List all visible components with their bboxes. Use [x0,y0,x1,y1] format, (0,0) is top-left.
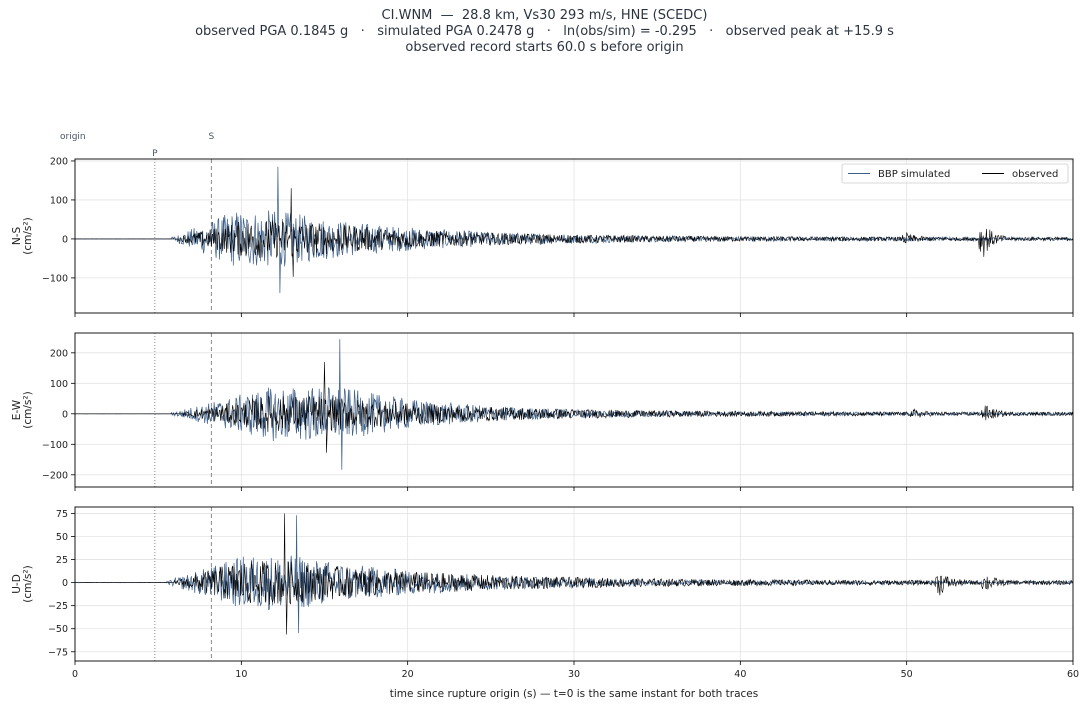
y-tick-label: 0 [62,409,68,420]
marker-label-p: P [152,149,158,159]
series-line-observed [75,361,1073,453]
series-line-observed [75,513,1073,635]
marker-label-s: S [209,132,215,142]
y-axis-label: U-D(cm/s²) [11,565,34,602]
y-tick-label: 50 [56,532,68,543]
legend: BBP simulated observed [841,163,1069,184]
series-line-simulated [75,166,1073,294]
y-tick-label: −25 [48,601,68,612]
panel-n-s: −100 0 100 200 N-S(cm/s²) BBP simulated observ… [11,156,1074,317]
x-tick-label: 30 [568,669,580,680]
x-tick-label: 50 [901,669,913,680]
x-tick-label: 20 [402,669,414,680]
chart-title: CI.WNM — 28.8 km, Vs30 293 m/s, HNE (SCE… [0,8,1089,56]
y-axis-label: N-S(cm/s²) [11,217,34,254]
marker-label-origin: origin [60,132,86,142]
title-line-3: observed record starts 60.0 s before ori… [405,40,684,55]
x-tick-label: 40 [734,669,746,680]
y-tick-label: −50 [48,624,68,635]
y-tick-label: −200 [42,470,68,481]
y-tick-label: 0 [62,234,68,245]
panel-e-w: −200 −100 0 100 200 E-W(cm/s²) [11,332,1074,491]
y-tick-label: 75 [56,509,68,520]
y-axis-label: E-W(cm/s²) [11,391,34,428]
y-tick-label: −100 [42,440,68,451]
y-tick-label: 200 [50,348,68,359]
y-tick-label: 0 [62,578,68,589]
y-tick-label: 25 [56,555,68,566]
y-tick-label: 200 [50,156,68,167]
legend-box [841,163,1069,184]
y-tick-label: 100 [50,379,68,390]
x-tick-label: 60 [1067,669,1079,680]
x-axis-label: time since rupture origin (s) — t=0 is t… [390,688,758,700]
series-line-observed [75,188,1073,277]
x-tick-label: 0 [72,669,78,680]
title-line-2: observed PGA 0.1845 g · simulated PGA 0.… [195,24,894,39]
legend-label-observed: observed [1012,169,1058,180]
y-tick-label: −75 [48,647,68,658]
x-tick-label: 10 [235,669,247,680]
y-tick-label: 100 [50,195,68,206]
y-tick-label: −100 [42,273,68,284]
panel-u-d: −75 −50 −25 0 25 50 75 0 10 20 30 40 50 60 U-D(cm/s²) [11,506,1079,680]
legend-label-simulated: BBP simulated [878,169,950,180]
title-line-1: CI.WNM — 28.8 km, Vs30 293 m/s, HNE (SCE… [381,8,708,23]
